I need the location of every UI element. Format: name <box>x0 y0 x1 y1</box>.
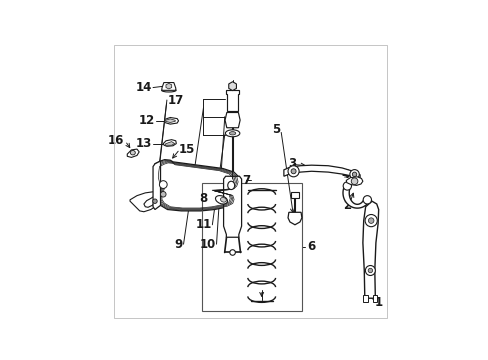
Circle shape <box>290 169 295 174</box>
Circle shape <box>159 181 167 188</box>
Text: 14: 14 <box>136 81 152 94</box>
Text: 7: 7 <box>242 174 250 187</box>
Circle shape <box>367 268 372 273</box>
Text: 1: 1 <box>374 296 382 309</box>
Polygon shape <box>164 117 178 124</box>
Ellipse shape <box>162 89 176 92</box>
Circle shape <box>367 218 373 223</box>
Text: 8: 8 <box>199 192 207 205</box>
Circle shape <box>365 215 377 227</box>
Circle shape <box>229 250 235 255</box>
Ellipse shape <box>220 198 226 202</box>
Text: 6: 6 <box>307 240 315 253</box>
Text: 3: 3 <box>287 157 296 170</box>
Polygon shape <box>165 119 175 122</box>
Ellipse shape <box>229 132 235 135</box>
Polygon shape <box>162 82 175 90</box>
Circle shape <box>350 178 357 185</box>
Polygon shape <box>287 212 301 225</box>
Circle shape <box>287 166 299 177</box>
Text: 2: 2 <box>343 199 351 212</box>
Circle shape <box>365 266 375 275</box>
Polygon shape <box>342 186 369 208</box>
Ellipse shape <box>215 195 227 204</box>
Polygon shape <box>225 90 239 111</box>
Polygon shape <box>362 201 378 298</box>
Circle shape <box>352 172 356 176</box>
Circle shape <box>343 182 351 190</box>
Circle shape <box>363 195 371 204</box>
Polygon shape <box>165 141 174 145</box>
Polygon shape <box>153 159 239 211</box>
Text: 13: 13 <box>136 137 152 150</box>
Text: 5: 5 <box>271 123 280 136</box>
Bar <box>363 296 367 302</box>
Ellipse shape <box>130 150 135 155</box>
Text: 11: 11 <box>195 218 211 231</box>
Polygon shape <box>153 161 160 210</box>
Text: 17: 17 <box>167 94 183 107</box>
Polygon shape <box>228 82 236 91</box>
Text: 9: 9 <box>174 238 183 251</box>
Circle shape <box>152 199 157 203</box>
Text: 12: 12 <box>139 114 155 127</box>
Bar <box>372 296 376 302</box>
Text: 4: 4 <box>341 167 349 180</box>
Text: 15: 15 <box>178 143 195 156</box>
Text: 10: 10 <box>199 238 216 251</box>
Polygon shape <box>224 112 240 128</box>
Polygon shape <box>284 165 359 177</box>
Polygon shape <box>165 84 171 89</box>
Circle shape <box>349 170 359 179</box>
Polygon shape <box>130 192 158 212</box>
Text: 16: 16 <box>108 134 124 147</box>
FancyBboxPatch shape <box>290 192 299 198</box>
Ellipse shape <box>225 130 239 137</box>
Polygon shape <box>127 149 139 157</box>
Circle shape <box>160 192 166 197</box>
Polygon shape <box>223 176 241 237</box>
Polygon shape <box>346 177 362 185</box>
Bar <box>202 183 301 311</box>
Ellipse shape <box>227 181 234 190</box>
Polygon shape <box>163 140 176 146</box>
